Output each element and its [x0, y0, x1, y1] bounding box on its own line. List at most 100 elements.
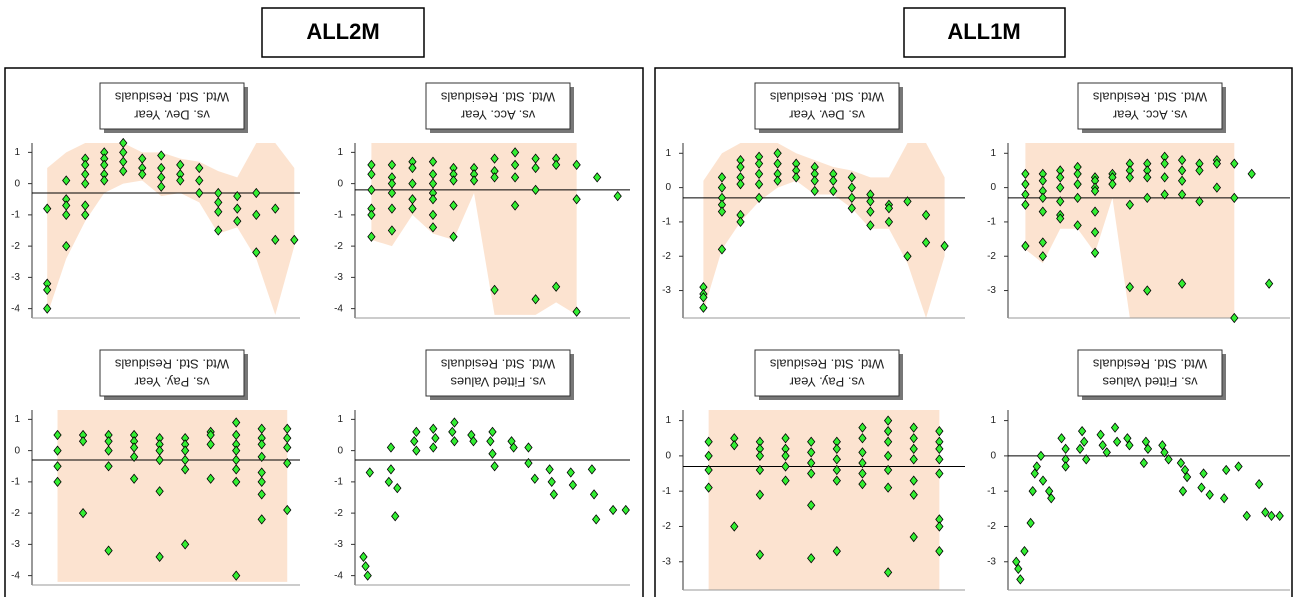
point: [545, 464, 554, 475]
point: [1178, 486, 1188, 497]
point: [572, 159, 581, 171]
point: [510, 172, 520, 183]
point: [807, 500, 816, 511]
point: [408, 178, 417, 189]
point: [807, 436, 816, 447]
point: [387, 203, 397, 214]
point: [524, 457, 533, 469]
point: [386, 464, 396, 475]
point: [53, 429, 62, 441]
point: [909, 531, 918, 543]
point: [1199, 468, 1208, 479]
point: [1255, 478, 1264, 490]
y-tick-label: -1: [334, 477, 343, 488]
y-tick-label: -1: [11, 477, 20, 488]
point: [1177, 189, 1187, 200]
point: [1177, 175, 1187, 186]
point: [233, 190, 242, 202]
point: [832, 443, 841, 454]
point: [754, 179, 764, 190]
point: [781, 475, 790, 486]
point: [858, 433, 867, 444]
y-tick-label: -2: [987, 251, 996, 262]
point: [884, 216, 894, 228]
point: [909, 433, 918, 444]
y-tick-label: 0: [665, 182, 671, 193]
point: [566, 467, 575, 478]
title-box: [1077, 349, 1223, 397]
point: [448, 426, 457, 438]
point: [1125, 172, 1134, 183]
point: [1143, 285, 1152, 296]
chart-title: Wtd. Std. Residuals: [1092, 90, 1207, 105]
point: [858, 422, 867, 433]
point: [488, 448, 497, 459]
point: [1197, 482, 1206, 493]
point: [257, 489, 266, 500]
panel-header: ALL1M: [947, 19, 1020, 44]
point: [488, 426, 497, 438]
point: [1038, 251, 1047, 262]
title-box: [99, 82, 245, 130]
point: [935, 454, 944, 465]
point: [490, 153, 499, 164]
point: [62, 175, 71, 186]
point: [717, 244, 727, 255]
point: [940, 240, 949, 252]
point: [717, 182, 727, 193]
point: [549, 489, 558, 500]
point: [935, 468, 944, 479]
y-tick-label: 0: [14, 445, 20, 456]
point: [572, 306, 581, 317]
point: [157, 150, 166, 161]
y-tick-label: -1: [987, 486, 996, 497]
panel-header-box: [261, 7, 425, 58]
point: [832, 475, 841, 486]
chart-subtitle: vs. Acc. Year: [460, 108, 535, 123]
point: [53, 445, 62, 456]
chart-title: Wtd. Std. Residuals: [769, 90, 884, 105]
point: [1261, 507, 1270, 518]
point: [1014, 563, 1023, 574]
point: [157, 181, 166, 192]
point: [104, 445, 113, 456]
y-tick-label: -2: [11, 241, 20, 252]
y-tick-label: -2: [662, 521, 671, 532]
point: [232, 464, 241, 475]
point: [391, 511, 400, 522]
chart-subtitle: vs. Pay. Year: [134, 375, 210, 390]
point: [43, 203, 52, 214]
point: [469, 175, 479, 186]
point: [232, 570, 241, 581]
y-tick-label: -3: [662, 285, 671, 296]
point: [53, 476, 62, 488]
y-tick-label: 0: [665, 451, 671, 462]
point: [1230, 192, 1239, 204]
point: [1125, 440, 1134, 451]
point: [781, 461, 790, 472]
point: [1021, 199, 1030, 210]
point: [1242, 510, 1251, 522]
point: [921, 209, 931, 221]
point: [62, 209, 71, 221]
point: [271, 203, 280, 214]
y-tick-label: 1: [14, 414, 20, 425]
point: [429, 442, 438, 453]
chart-subtitle: vs. Fitted Values: [450, 375, 546, 390]
point: [754, 158, 764, 169]
chart-subtitle: vs. Fitted Values: [1102, 375, 1198, 390]
point: [1177, 155, 1187, 166]
point: [754, 192, 764, 204]
point: [43, 284, 52, 296]
y-tick-label: -3: [662, 556, 671, 567]
point: [1056, 213, 1065, 224]
point: [1222, 464, 1231, 476]
point: [1061, 443, 1070, 454]
point: [232, 476, 241, 488]
point: [1028, 486, 1037, 497]
point: [1143, 172, 1152, 183]
y-tick-label: -1: [334, 210, 343, 221]
point: [283, 442, 292, 453]
title-box: [754, 349, 900, 397]
point: [119, 165, 128, 177]
